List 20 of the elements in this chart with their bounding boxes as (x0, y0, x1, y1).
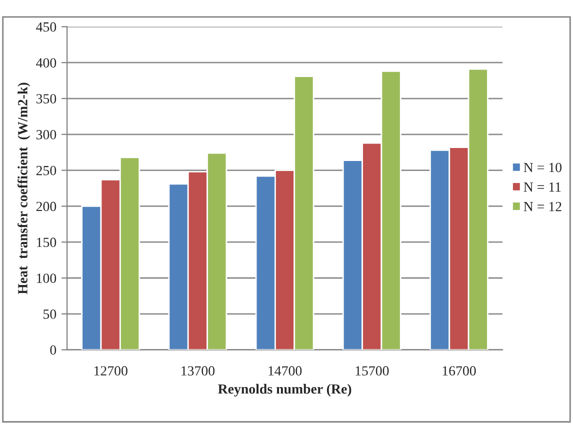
y-tick-label: 450 (36, 22, 56, 32)
x-tick-label: 16700 (442, 366, 476, 376)
y-tick-label: 50 (44, 309, 56, 319)
y-tick-label: 300 (36, 130, 56, 140)
x-tick-label: 12700 (94, 366, 128, 376)
y-tick-label: 200 (36, 202, 56, 212)
y-tick-label: 350 (36, 94, 56, 104)
legend-label: N = 10 (524, 162, 562, 172)
x-tick-label: 15700 (356, 366, 389, 376)
x-axis-title: Reynolds number (Re) (218, 384, 352, 397)
y-axis-title: Heat transfer coefficient (W/m2-k) (18, 82, 30, 294)
x-tick-label: 14700 (268, 366, 302, 376)
y-tick-label: 250 (36, 166, 56, 176)
legend-label: N = 12 (524, 202, 562, 212)
legend-label: N = 11 (524, 182, 561, 192)
y-tick-label: 100 (37, 274, 56, 283)
y-tick-label: 150 (37, 238, 56, 248)
x-tick-label: 13700 (182, 366, 215, 376)
y-tick-label: 400 (36, 58, 56, 68)
y-tick-label: 0 (50, 345, 56, 355)
